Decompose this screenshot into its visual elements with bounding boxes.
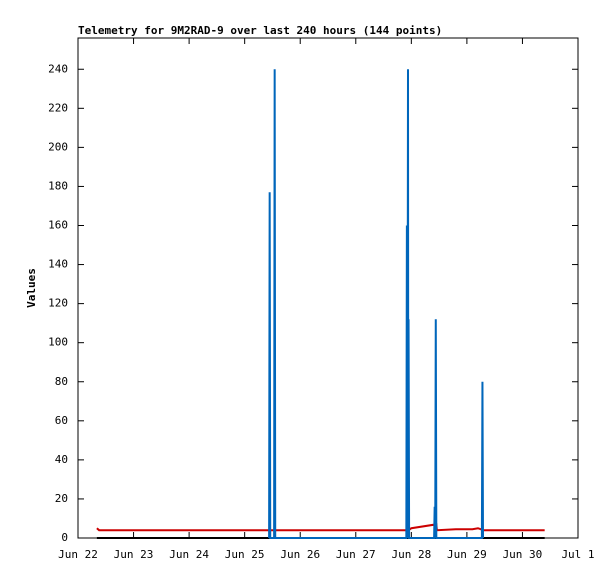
y-tick-label: 200 (48, 140, 68, 153)
y-tick-label: 100 (48, 336, 68, 349)
series-line (96, 523, 545, 532)
x-tick-label: Jun 23 (114, 548, 154, 561)
y-tick-label: 60 (55, 414, 68, 427)
y-tick-label: 140 (48, 258, 68, 271)
y-tick-label: 180 (48, 179, 68, 192)
y-axis-label: Values (25, 268, 38, 308)
y-tick-label: 80 (55, 375, 68, 388)
x-tick-label: Jun 22 (58, 548, 98, 561)
x-tick-label: Jul 1 (561, 548, 594, 561)
x-tick-label: Jun 28 (391, 548, 431, 561)
y-tick-label: 160 (48, 219, 68, 232)
x-tick-label: Jun 30 (503, 548, 543, 561)
y-tick-label: 0 (61, 531, 68, 544)
x-tick-label: Jun 25 (225, 548, 265, 561)
x-tick-label: Jun 24 (169, 548, 209, 561)
x-tick-label: Jun 29 (447, 548, 487, 561)
x-tick-label: Jun 27 (336, 548, 376, 561)
y-tick-label: 220 (48, 101, 68, 114)
series-line (268, 69, 484, 539)
y-tick-label: 120 (48, 297, 68, 310)
y-tick-label: 40 (55, 453, 68, 466)
x-tick-label: Jun 26 (280, 548, 320, 561)
plot-frame (77, 37, 579, 539)
chart-title: Telemetry for 9M2RAD-9 over last 240 hou… (78, 24, 442, 37)
y-tick-label: 20 (55, 492, 68, 505)
y-tick-label: 240 (48, 62, 68, 75)
